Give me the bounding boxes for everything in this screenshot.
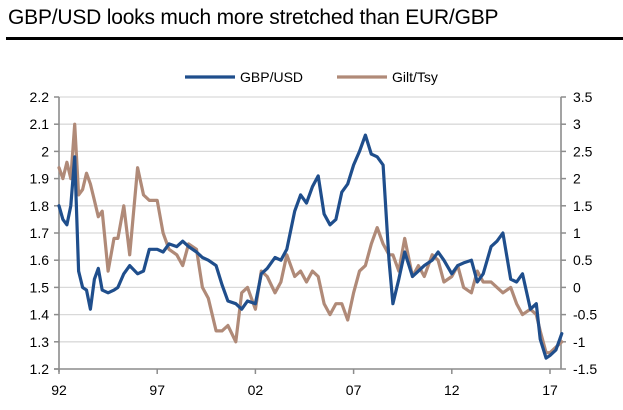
y-left-tick-label: 1.8 (30, 198, 50, 214)
y-right-tick-label: 1 (573, 225, 581, 241)
legend-label-gbp-usd: GBP/USD (240, 69, 303, 85)
y-left-tick-label: 1.9 (30, 171, 50, 187)
y-right-tick-label: 3 (573, 116, 581, 132)
x-tick-label: 07 (346, 382, 362, 398)
x-tick-label: 97 (149, 382, 165, 398)
x-tick-label: 92 (51, 382, 67, 398)
y-left-tick-label: 2 (41, 143, 49, 159)
x-tick-label: 17 (542, 382, 558, 398)
y-left-tick-label: 1.5 (30, 279, 50, 295)
series-line-gbp-usd (57, 133, 564, 360)
y-left-tick-label: 1.4 (30, 307, 50, 323)
y-right-tick-label: 0 (573, 279, 581, 295)
chart-title: GBP/USD looks much more stretched than E… (8, 6, 499, 29)
y-left-tick-label: 2.2 (30, 89, 50, 105)
y-left-tick-label: 1.6 (30, 252, 50, 268)
y-right-tick-label: 2.5 (573, 143, 593, 159)
y-left-tick-label: 1.3 (30, 334, 50, 350)
x-tick-label: 02 (248, 382, 264, 398)
legend-label-gilt-tsy: Gilt/Tsy (392, 69, 438, 85)
y-right-tick-label: 3.5 (573, 89, 593, 105)
y-left-tick-label: 2.1 (30, 116, 50, 132)
legend: GBP/USD Gilt/Tsy (185, 69, 438, 85)
x-tick-label: 12 (444, 382, 460, 398)
y-right-tick-label: 2 (573, 171, 581, 187)
series-lines (57, 122, 564, 360)
y-right-tick-label: -1.5 (573, 361, 597, 377)
axes: 1.2 1.3 1.4 1.5 1.6 1.7 1.8 1.9 2 2.1 2.2 -1.5 -1 -0.… (30, 89, 598, 398)
y-right-tick-label: 1.5 (573, 198, 593, 214)
series-line-gilt-tsy (57, 122, 564, 355)
y-right-tick-label: -1 (573, 334, 586, 350)
gridlines (59, 96, 561, 343)
y-right-tick-label: 0.5 (573, 252, 593, 268)
y-right-tick-label: -0.5 (573, 307, 597, 323)
title-underline (6, 37, 623, 40)
y-left-tick-label: 1.7 (30, 225, 50, 241)
y-left-tick-label: 1.2 (30, 361, 50, 377)
